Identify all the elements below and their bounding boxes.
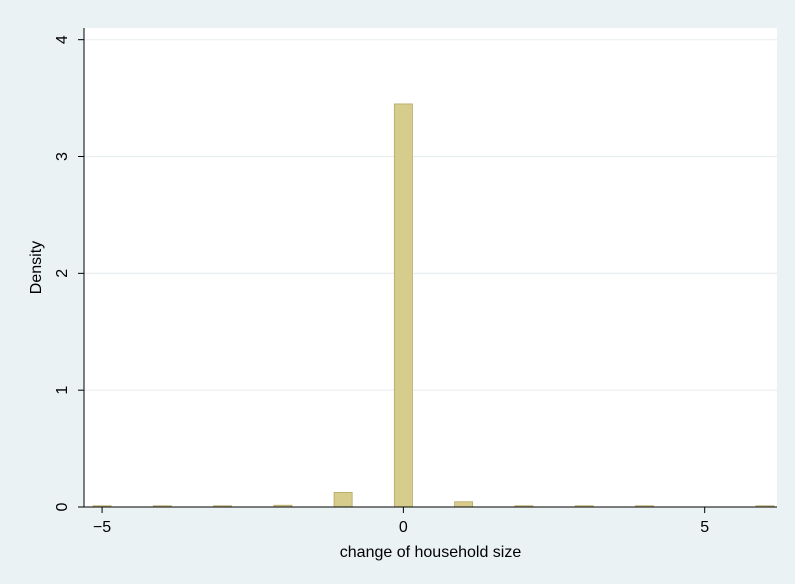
bar-0 xyxy=(393,103,413,508)
y-axis-title: Density xyxy=(28,241,45,294)
y-tick-label: 0 xyxy=(54,502,71,511)
y-tick-label: 4 xyxy=(54,35,71,44)
y-tick-label: 1 xyxy=(54,386,71,395)
y-tick-label: 3 xyxy=(54,152,71,161)
x-tick-label: 0 xyxy=(399,519,408,536)
x-tick-label: 5 xyxy=(700,519,709,536)
x-axis-title: change of household size xyxy=(340,544,522,561)
bar-1 xyxy=(454,501,474,508)
x-tick-label: −5 xyxy=(93,519,111,536)
axes xyxy=(78,28,777,513)
grid-lines xyxy=(84,39,777,391)
y-tick-label: 2 xyxy=(54,269,71,278)
bar--1 xyxy=(333,491,353,508)
plot-area xyxy=(84,28,777,507)
tick-labels: 0 1 2 3 4 −5 0 5 xyxy=(54,35,709,536)
